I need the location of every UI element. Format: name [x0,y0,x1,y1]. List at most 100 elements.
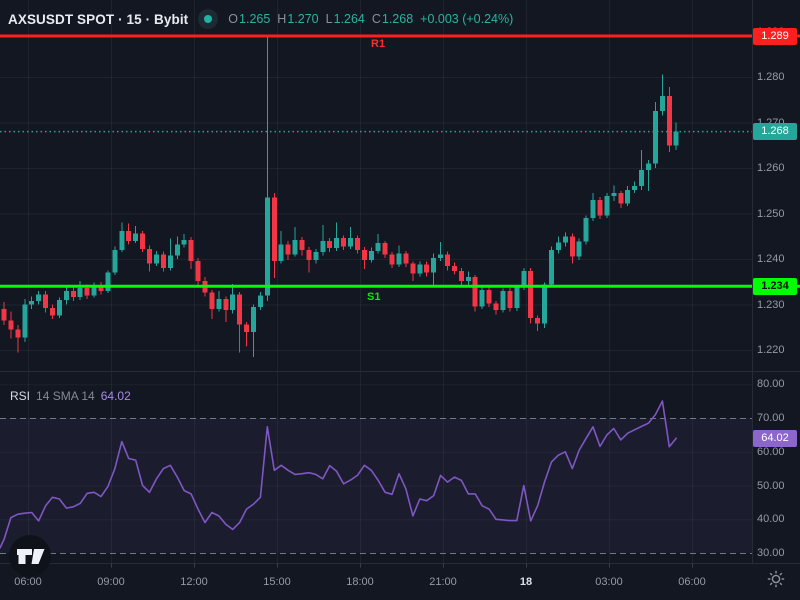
candle-body [216,299,222,310]
ohlc-readout: O1.265 H1.270 L1.264 C1.268 +0.003 (+0.2… [228,12,513,26]
time-axis-label: 12:00 [180,576,208,588]
candle-body [521,270,527,288]
price-axis-label: 1.220 [757,344,785,356]
candle-body [479,289,485,307]
candle-body [77,288,83,298]
candle-wick [661,74,663,116]
candle-body [285,244,291,255]
candle-body [625,189,631,204]
rsi-band [0,384,752,554]
candle-body [389,254,395,265]
candle-body [375,243,381,251]
candle-body [112,249,118,273]
candle-body [666,96,672,146]
candle-body [133,233,139,241]
candle-body [244,324,250,332]
r1-price-badge: 1.289 [753,27,797,45]
sun-icon[interactable] [766,569,786,589]
candle-body [645,163,651,170]
level-lines [0,34,800,288]
candle-body [431,258,437,273]
candle-body [618,193,624,204]
candle-body [167,255,173,269]
high-value: 1.270 [287,12,319,26]
candle-body [306,249,312,260]
candle-body [445,254,451,266]
candle-body [327,240,333,249]
candle-body [451,265,457,271]
candle-body [410,263,416,274]
candle-body [458,270,464,281]
time-axis-label: 09:00 [97,576,125,588]
candle-body [583,218,589,242]
candle-body [91,285,97,296]
rsi-line [0,400,678,549]
rsi-axis-label: 50.00 [757,479,785,492]
rsi-value-badge: 64.02 [753,429,797,447]
candle-body [313,252,319,260]
candle-wick [169,238,171,271]
time-axis-label: 18 [519,576,533,588]
price-axis-label: 1.240 [757,253,785,265]
candle-body [84,288,90,296]
rsi-params: 14 SMA 14 [36,389,95,403]
candle-wick [350,227,351,249]
rsi-title[interactable]: RSI [10,389,31,403]
candle-body [230,294,236,310]
candle-body [63,290,69,300]
candle-body [611,193,617,197]
candle-body [43,294,49,309]
candle-body [341,238,347,247]
candle-body [209,292,215,310]
symbol-title[interactable]: AXSUSDT SPOT · 15 · Bybit [8,11,189,27]
candle-body [181,239,187,245]
candle-body [465,277,471,281]
time-axis[interactable]: 06:00 09:00 12:00 15:00 18:00 21:00 18 03:00 06:… [0,564,800,600]
candle-body [140,233,146,249]
candle-body [403,253,409,264]
candle-body [174,244,180,256]
candle-body [548,249,554,285]
candle-body [396,253,402,265]
candle-body [500,290,506,310]
candle-body [15,329,21,338]
open-label: O [228,12,239,26]
candle-body [535,318,541,324]
close-label: C [371,12,381,26]
candle-body [354,238,360,250]
candle-body [188,239,194,261]
low-label: L [325,12,333,26]
candle-body [320,240,326,253]
candle-body [673,131,679,146]
candle-body [257,295,263,308]
rsi-value: 64.02 [100,389,131,403]
price-axis-label: 1.280 [757,71,785,83]
candle-body [50,308,56,316]
candle-body [576,241,582,257]
time-axis-label: 15:00 [263,576,291,588]
candle-wick [336,222,338,251]
candle-body [36,294,42,301]
candle-wick [17,324,19,353]
time-axis-label: 21:00 [429,576,457,588]
candle-body [368,250,374,260]
candle-body [98,285,104,291]
candle-body [361,249,367,260]
time-axis-label: 18:00 [346,576,374,588]
candle-body [153,254,159,264]
candle-body [486,289,492,304]
candle-body [195,260,201,281]
candle-body [8,320,14,330]
candle-wick [322,224,324,256]
candle-body [22,304,28,338]
candle-body [639,169,645,187]
tradingview-logo[interactable] [8,534,52,578]
candle-body [632,186,638,190]
candle-body [493,303,499,310]
rsi-axis-label: 30.00 [757,547,785,559]
candle-body [652,111,658,164]
candle-body [271,197,277,261]
candle-wick [266,36,268,301]
